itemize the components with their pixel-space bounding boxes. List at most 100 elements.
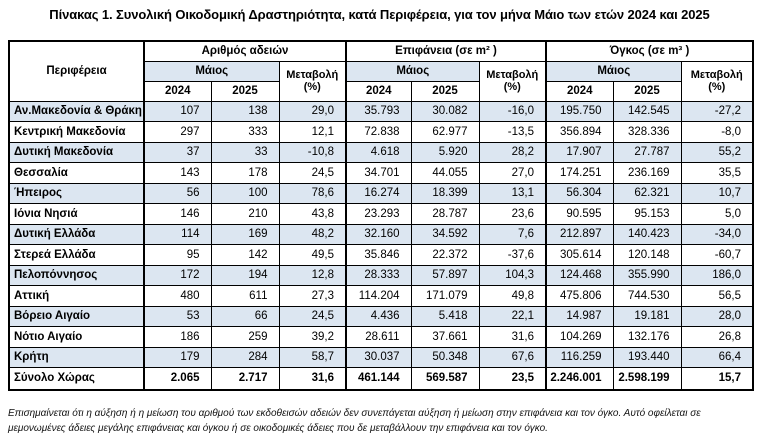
value-cell: 90.595	[545, 203, 614, 225]
header-row-month: Μάιος Μεταβολή (%) Μάιος Μεταβολή (%) Μάιο…	[9, 60, 754, 102]
value-cell: 236.169	[612, 162, 682, 184]
year-header-2025: 2025	[210, 80, 280, 102]
value-cell: 24,5	[278, 162, 347, 184]
value-cell: 35,5	[680, 162, 754, 184]
value-cell: 16.274	[345, 182, 412, 204]
total-value-cell: 23,5	[478, 367, 547, 390]
value-cell: 44.055	[410, 162, 480, 184]
value-cell: 23,6	[478, 203, 547, 225]
table-row: Ιόνια Νησιά 146 210 43,8 23.293 28.787 2…	[8, 203, 754, 225]
value-cell: 37	[143, 141, 212, 163]
value-cell: 124.468	[545, 264, 614, 286]
region-cell: Κρήτη	[8, 346, 145, 368]
total-value-cell: 2.065	[143, 367, 212, 390]
value-cell: -10,8	[278, 141, 347, 163]
value-cell: 7,6	[478, 223, 547, 245]
value-cell: 33	[210, 141, 280, 163]
value-cell: 66,4	[680, 346, 754, 368]
value-cell: 5,0	[680, 203, 754, 225]
region-cell: Νότιο Αιγαίο	[8, 326, 145, 348]
value-cell: 50.348	[410, 346, 480, 368]
total-value-cell: 31,6	[278, 367, 347, 390]
value-cell: 284	[210, 346, 280, 368]
value-cell: 19.181	[612, 305, 682, 327]
value-cell: 14.987	[545, 305, 614, 327]
change-unit: (%)	[708, 81, 726, 93]
value-cell: 78,6	[278, 182, 347, 204]
value-cell: 35.793	[345, 100, 412, 122]
total-value-cell: 2.246.001	[545, 367, 614, 390]
value-cell: 210	[210, 203, 280, 225]
region-cell: Ήπειρος	[8, 182, 145, 204]
region-cell: Αν.Μακεδονία & Θράκη	[8, 100, 145, 122]
col-group-permits: Αριθμός αδειών	[142, 40, 347, 62]
value-cell: 56.304	[545, 182, 614, 204]
value-cell: 55,2	[680, 141, 754, 163]
table-title: Πίνακας 1. Συνολική Οικοδομική Δραστηριό…	[49, 7, 710, 22]
value-cell: -27,2	[680, 100, 754, 122]
region-cell: Θεσσαλία	[8, 162, 145, 184]
value-cell: 212.897	[545, 223, 614, 245]
value-cell: -16,0	[478, 100, 547, 122]
value-cell: 143	[143, 162, 212, 184]
header-row-groups: Περιφέρεια Αριθμός αδειών Επιφάνεια (σε …	[8, 40, 754, 102]
value-cell: 169	[210, 223, 280, 245]
value-cell: 142	[210, 244, 280, 266]
value-cell: 22.372	[410, 244, 480, 266]
value-cell: 17.907	[545, 141, 614, 163]
value-cell: 56,5	[680, 285, 754, 307]
value-cell: 4.436	[345, 305, 412, 327]
table-row: Πελοπόννησος 172 194 12,8 28.333 57.897 …	[8, 264, 754, 286]
total-row: Σύνολο Χώρας 2.065 2.717 31,6 461.144 56…	[8, 367, 754, 390]
value-cell: 13,1	[478, 182, 547, 204]
year-header-2024: 2024	[545, 80, 614, 102]
header-row-years: 2024 2025 2024 2025 2024 2025	[9, 80, 753, 102]
table-row: Ήπειρος 56 100 78,6 16.274 18.399 13,1 5…	[8, 182, 754, 204]
value-cell: 53	[143, 305, 212, 327]
table-header: Περιφέρεια Αριθμός αδειών Επιφάνεια (σε …	[8, 40, 754, 102]
value-cell: 480	[143, 285, 212, 307]
value-cell: 37.661	[410, 326, 480, 348]
value-cell: -37,6	[478, 244, 547, 266]
value-cell: 305.614	[545, 244, 614, 266]
value-cell: 27.787	[612, 141, 682, 163]
footnote: Επισημαίνεται ότι η αύξηση ή η μείωση το…	[8, 408, 701, 434]
value-cell: 195.750	[545, 100, 614, 122]
total-value-cell: 2.717	[210, 367, 280, 390]
total-value-cell: 2.598.199	[612, 367, 682, 390]
value-cell: 95.153	[612, 203, 682, 225]
value-cell: 27,0	[478, 162, 547, 184]
value-cell: 30.037	[345, 346, 412, 368]
table-row: Αττική 480 611 27,3 114.204 171.079 49,8…	[8, 285, 754, 307]
value-cell: 333	[210, 121, 280, 143]
value-cell: 29,0	[278, 100, 347, 122]
value-cell: 49,5	[278, 244, 347, 266]
total-value-cell: 461.144	[345, 367, 412, 390]
value-cell: 114.204	[345, 285, 412, 307]
value-cell: 100	[210, 182, 280, 204]
value-cell: 611	[210, 285, 280, 307]
change-label: Μεταβολή	[690, 69, 743, 81]
total-region-cell: Σύνολο Χώρας	[8, 367, 145, 390]
value-cell: 193.440	[612, 346, 682, 368]
region-cell: Δυτική Μακεδονία	[8, 141, 145, 163]
value-cell: 66	[210, 305, 280, 327]
change-label: Μεταβολή	[286, 69, 339, 81]
value-cell: 120.148	[612, 244, 682, 266]
value-cell: 356.894	[545, 121, 614, 143]
value-cell: 475.806	[545, 285, 614, 307]
value-cell: 328.336	[612, 121, 682, 143]
month-header-permits: Μάιος	[143, 60, 280, 82]
value-cell: 32.160	[345, 223, 412, 245]
value-cell: 12,1	[278, 121, 347, 143]
value-cell: 140.423	[612, 223, 682, 245]
value-cell: 114	[143, 223, 212, 245]
region-cell: Πελοπόννησος	[8, 264, 145, 286]
year-header-2024: 2024	[143, 80, 212, 102]
value-cell: 178	[210, 162, 280, 184]
value-cell: 186	[143, 326, 212, 348]
value-cell: 5.920	[410, 141, 480, 163]
value-cell: 95	[143, 244, 212, 266]
value-cell: 138	[210, 100, 280, 122]
